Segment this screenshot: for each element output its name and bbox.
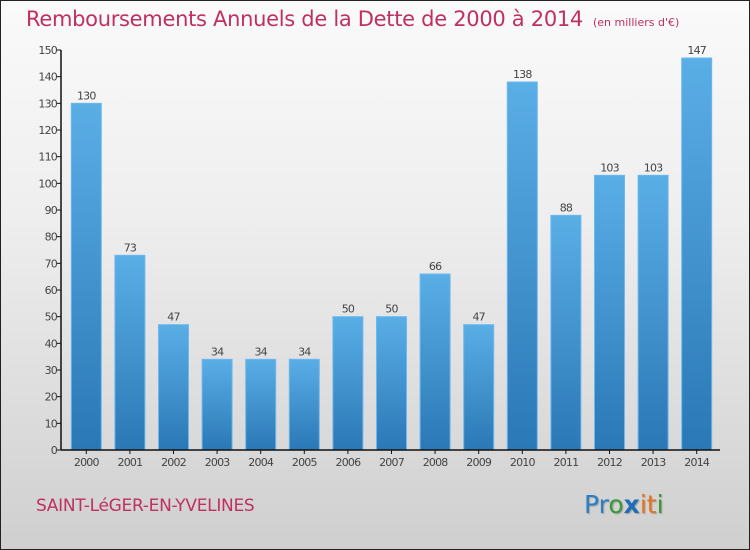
data-label-2011: 88 (560, 201, 573, 214)
x-tick-label: 2000 (74, 456, 100, 469)
x-tick-label: 2013 (641, 456, 667, 469)
bar-2002 (158, 324, 189, 451)
x-tick-label: 2003 (205, 456, 231, 469)
bars: 130 73 47 34 34 34 50 50 66 47 138 88 103 103 147 (70, 44, 713, 451)
logo-letter: o (608, 490, 624, 519)
commune-name: SAINT-LéGER-EN-YVELINES (36, 496, 255, 516)
logo-letter: Pr (584, 490, 609, 519)
x-tick-label: 2011 (554, 456, 579, 469)
x-tick-label: 2005 (292, 456, 318, 469)
y-tick-label: 30 (45, 364, 58, 377)
x-tick-label: 2012 (597, 456, 622, 469)
bar-2000 (70, 102, 102, 451)
y-tick-label: 40 (45, 337, 58, 350)
bar-2012 (594, 174, 625, 451)
data-label-2013: 103 (644, 161, 663, 174)
x-tick-label: 2010 (510, 456, 536, 469)
bar-2003 (201, 358, 233, 451)
bar-2001 (114, 254, 146, 451)
y-tick-label: 130 (38, 97, 57, 110)
bar-2011 (550, 214, 582, 451)
bar-2006 (332, 316, 364, 451)
bar-2008 (419, 273, 451, 451)
y-tick-label: 50 (45, 311, 58, 324)
logo-letter: x (623, 490, 640, 519)
data-label-2007: 50 (385, 303, 398, 316)
bar-2007 (376, 316, 407, 451)
y-tick-label: 80 (45, 231, 58, 244)
logo-letter: t (646, 490, 657, 519)
x-tick-label: 2014 (684, 456, 710, 469)
y-tick-label: 60 (45, 284, 58, 297)
data-label-2014: 147 (687, 44, 706, 57)
data-label-2004: 34 (254, 345, 267, 358)
bar-2009 (463, 324, 495, 451)
x-tick-label: 2006 (336, 456, 362, 469)
data-label-2002: 47 (167, 311, 180, 324)
y-tick-label: 140 (38, 71, 57, 84)
chart-title-text: Remboursements Annuels de la Dette de 20… (26, 7, 583, 31)
logo-letter: i (639, 490, 647, 519)
y-axis: 0 10 20 30 40 50 60 70 80 90 100 110 120 130 140 150 (38, 44, 62, 457)
y-tick-label: 120 (38, 124, 57, 137)
y-tick-label: 70 (45, 257, 58, 270)
proxiti-logo: Proxiti (584, 490, 664, 519)
data-label-2000: 130 (77, 89, 96, 102)
chart-unit: (en milliers d'€) (593, 16, 680, 29)
x-tick-label: 2002 (161, 456, 186, 469)
data-label-2012: 103 (600, 161, 619, 174)
data-label-2008: 66 (429, 260, 442, 273)
bar-2010 (506, 81, 538, 451)
y-tick-label: 0 (51, 444, 58, 457)
y-tick-label: 110 (38, 151, 57, 164)
data-label-2009: 47 (472, 311, 485, 324)
x-tick-label: 2001 (118, 456, 143, 469)
logo-letter: i (656, 490, 664, 519)
y-tick-label: 20 (45, 391, 58, 404)
data-label-2006: 50 (342, 303, 355, 316)
y-tick-label: 100 (38, 177, 57, 190)
chart-title: Remboursements Annuels de la Dette de 20… (26, 7, 679, 31)
x-tick-label: 2004 (248, 456, 274, 469)
bar-2004 (245, 358, 277, 451)
bar-2014 (681, 57, 713, 451)
x-tick-label: 2008 (423, 456, 449, 469)
data-label-2003: 34 (211, 345, 224, 358)
y-tick-label: 10 (45, 417, 58, 430)
bar-2005 (288, 358, 320, 451)
x-axis: 2000 2001 2002 2003 2004 2005 2006 2007 2008 2009… (61, 449, 720, 469)
x-tick-label: 2009 (466, 456, 492, 469)
data-label-2001: 73 (124, 241, 137, 254)
data-label-2005: 34 (298, 345, 311, 358)
y-tick-label: 150 (38, 44, 57, 57)
data-label-2010: 138 (513, 68, 532, 81)
y-tick-label: 90 (45, 204, 58, 217)
bar-2013 (637, 174, 669, 451)
x-tick-label: 2007 (379, 456, 405, 469)
